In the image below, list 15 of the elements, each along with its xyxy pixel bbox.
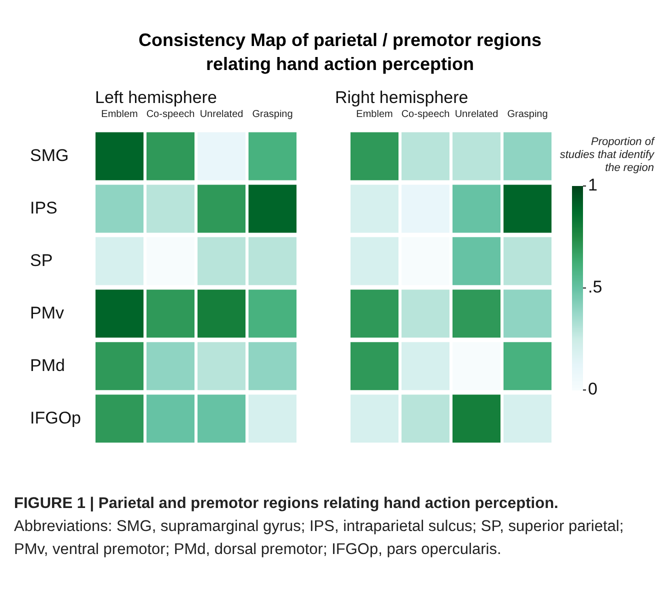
text: Right hemisphere [335,88,468,108]
text: Left hemisphere [95,88,217,108]
caption: FIGURE 1 | Parietal and premotor regions relating hand action perception. [14,495,558,512]
color-bar-title: Proportion of studies that identify the region [558,136,654,175]
y-tick-label: IPS [30,198,58,218]
y-tick-label: PMd [30,356,65,375]
y-tick-label: PMv [30,303,64,322]
y-tick-label: IFGOp [30,408,82,428]
color-bar-label: .5 [588,278,602,297]
y-tick-label: SMG [30,146,69,165]
color-bar-label: 1 [588,176,598,195]
color-bar-label: 0 [588,380,598,399]
text: Abbreviations: SMG, supramarginal gyrus; IPS, intraparietal sulcus; SP, superior parietal; PMv, ventral premotor; PMd, dorsal premotor; IFGOp, pars opercularis. [14,518,624,558]
chart-title: Consistency Map of parietal / premotor regions relating hand action perception [137,29,543,76]
y-tick-label: SP [30,250,53,270]
